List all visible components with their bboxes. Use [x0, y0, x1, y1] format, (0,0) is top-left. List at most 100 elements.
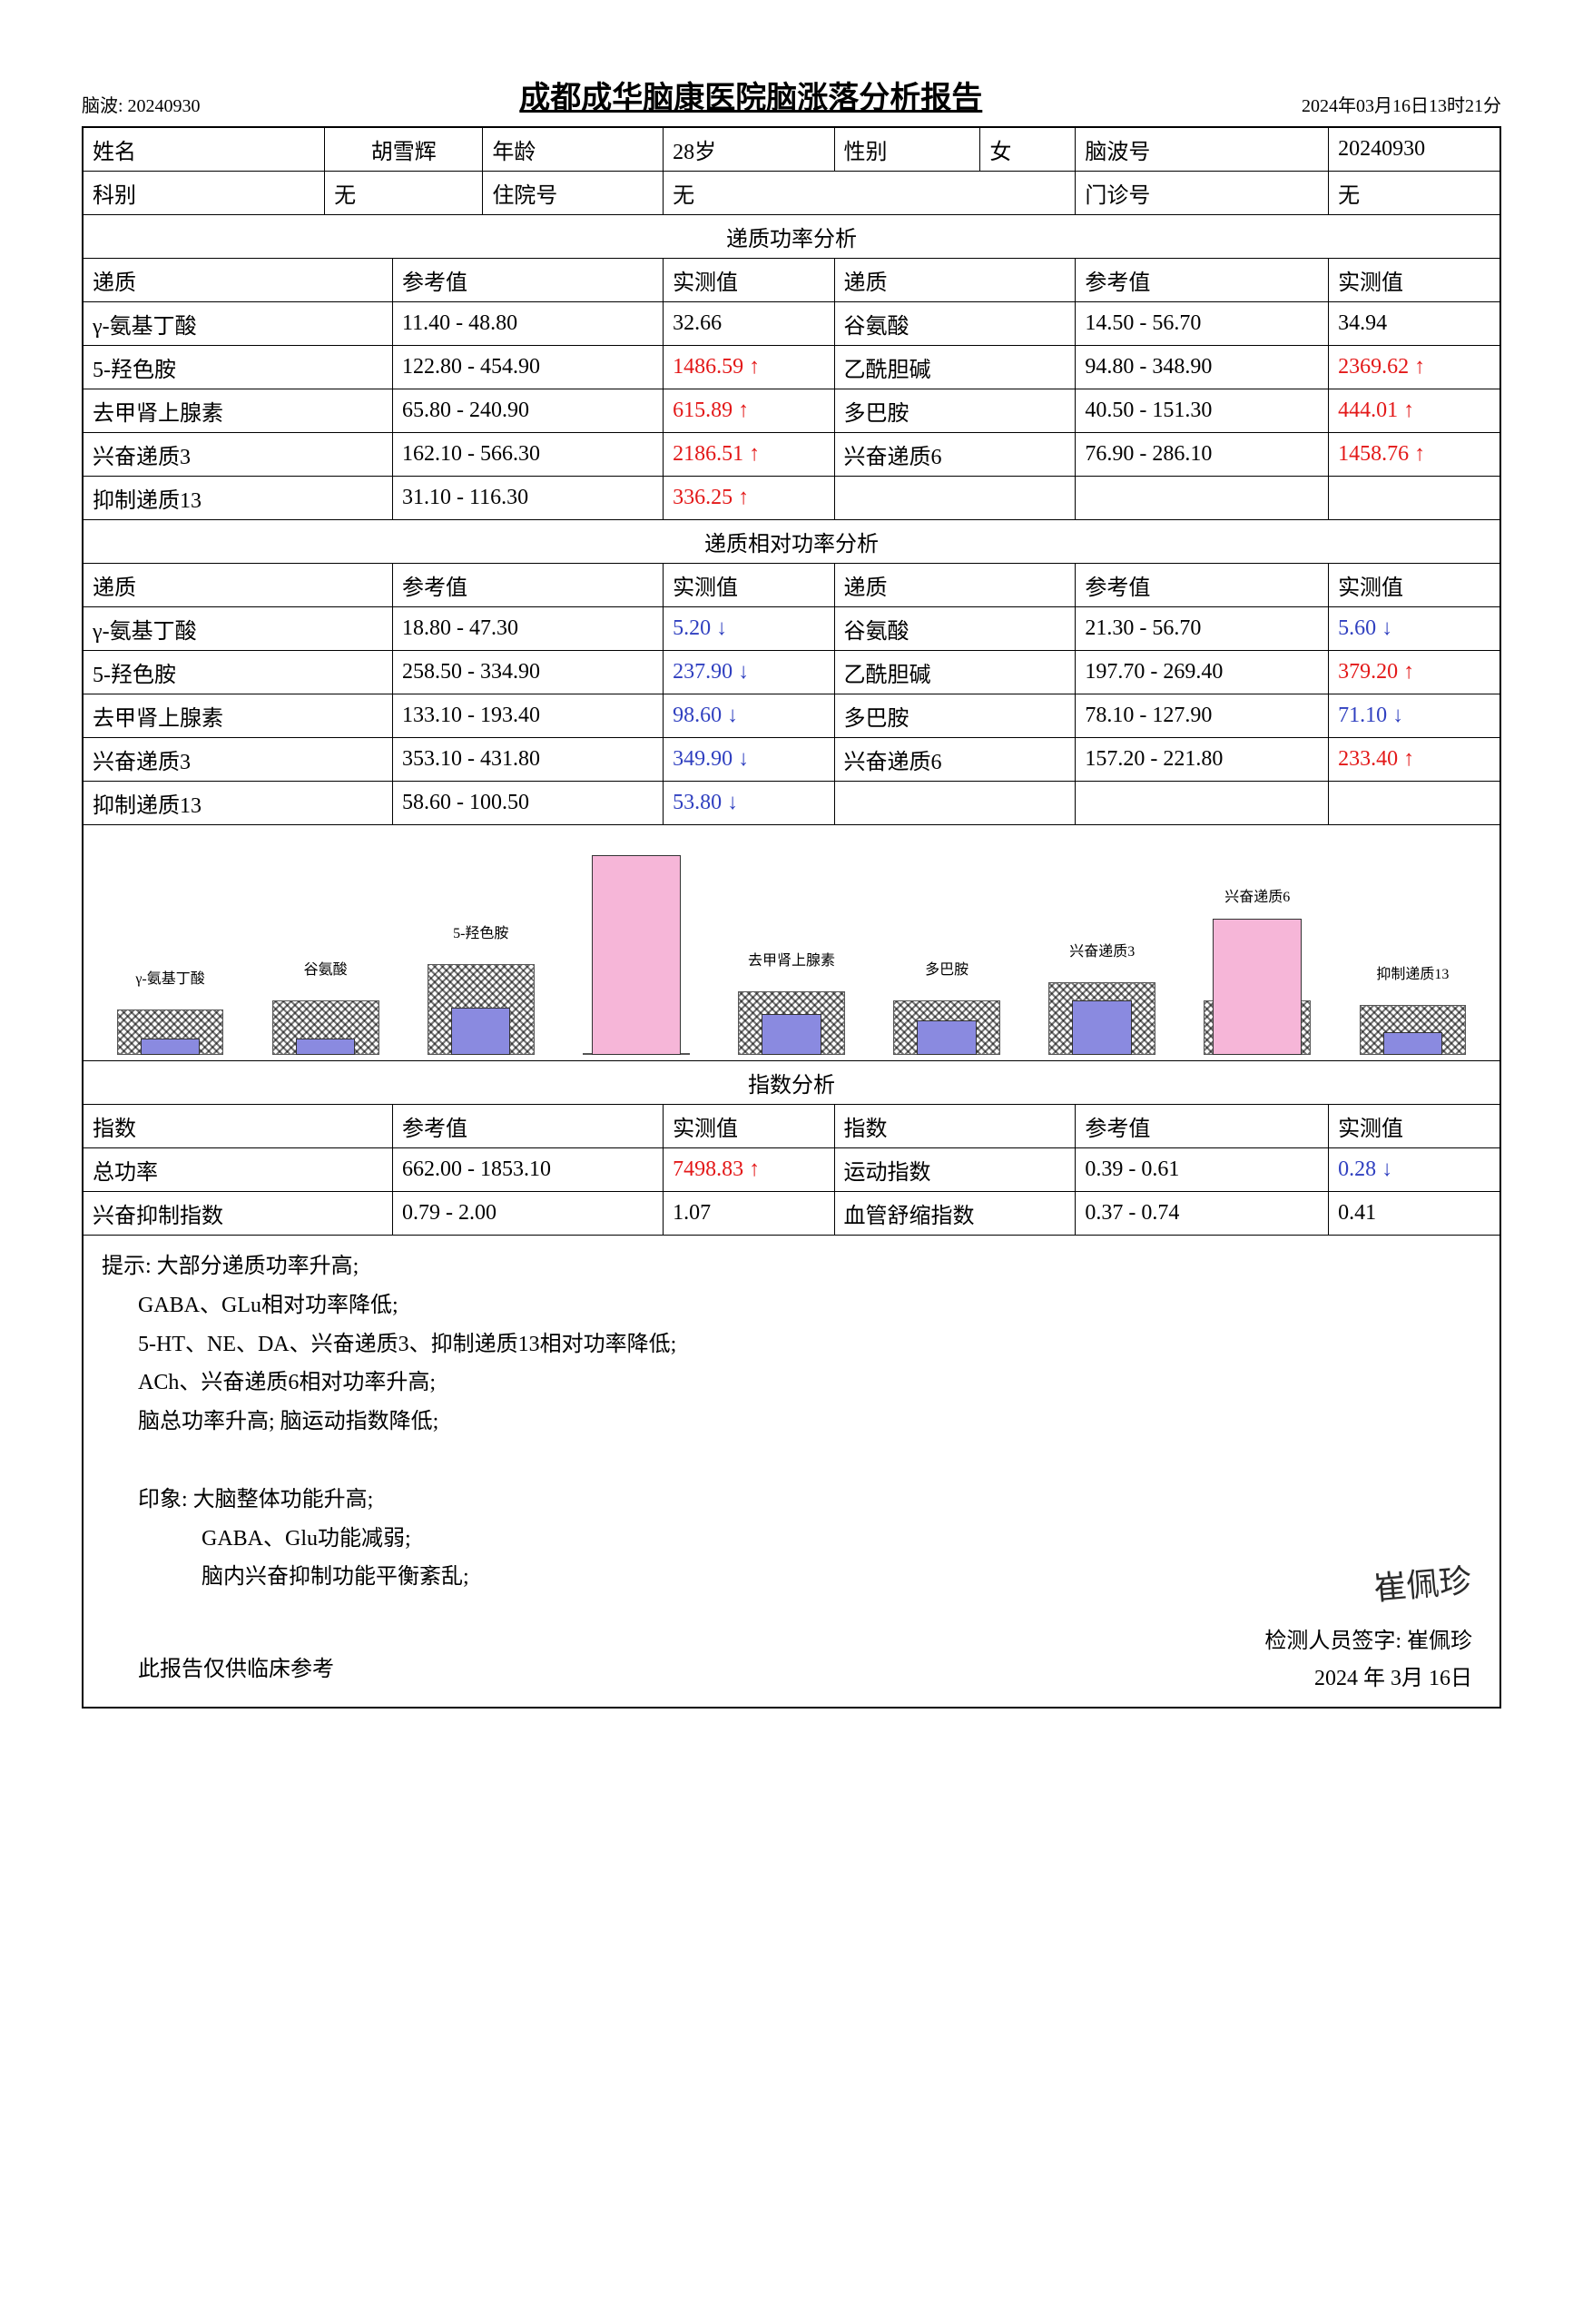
- row-val: 53.80: [664, 782, 834, 825]
- row-ref: 11.40 - 48.80: [393, 302, 664, 346]
- bar-label: 兴奋递质3: [1069, 939, 1135, 960]
- bar-group: 5-羟色胺: [421, 834, 540, 1055]
- row-name: 兴奋递质3: [83, 433, 393, 477]
- row-name: γ-氨基丁酸: [83, 607, 393, 651]
- row-name-r: 兴奋递质6: [834, 738, 1076, 782]
- row-val-r: 233.40: [1329, 738, 1500, 782]
- bar-label: 多巴胺: [925, 957, 968, 979]
- hint-line: GABA、GLu相对功率降低;: [138, 1287, 1481, 1324]
- row-ref-r: [1076, 477, 1329, 520]
- row-val: 349.90: [664, 738, 834, 782]
- row-val: 2186.51: [664, 433, 834, 477]
- col-header: 指数: [83, 1105, 393, 1148]
- row-val-r: 5.60: [1329, 607, 1500, 651]
- sex-value: 女: [980, 127, 1076, 172]
- bar-label: 抑制递质13: [1376, 961, 1449, 983]
- row-val: 32.66: [664, 302, 834, 346]
- hint-line: 5-HT、NE、DA、兴奋递质3、抑制递质13相对功率降低;: [138, 1326, 1481, 1364]
- row-ref: 65.80 - 240.90: [393, 389, 664, 433]
- row-ref-r: 0.37 - 0.74: [1076, 1192, 1329, 1236]
- bar-group: 谷氨酸: [266, 834, 385, 1055]
- row-val: 1486.59: [664, 346, 834, 389]
- bar-group: 兴奋递质3: [1043, 834, 1162, 1055]
- bar-chart: γ-氨基丁酸谷氨酸 5-羟色胺去甲肾上腺素 多巴胺 兴奋递质3 兴奋递质6 抑制递质13: [84, 825, 1499, 1060]
- row-ref-r: [1076, 782, 1329, 825]
- col-header: 实测值: [1329, 1105, 1500, 1148]
- col-header: 递质: [83, 259, 393, 302]
- measured-bar: [451, 1008, 510, 1055]
- measured-bar: [141, 1039, 200, 1055]
- wave-label: 脑波号: [1076, 127, 1329, 172]
- col-header: 递质: [83, 564, 393, 607]
- measured-bar: [592, 855, 681, 1055]
- row-name-r: 多巴胺: [834, 694, 1076, 738]
- row-val-r: [1329, 782, 1500, 825]
- row-name: 抑制递质13: [83, 782, 393, 825]
- measured-bar: [1383, 1032, 1442, 1055]
- row-ref-r: 94.80 - 348.90: [1076, 346, 1329, 389]
- col-header: 实测值: [664, 1105, 834, 1148]
- impression-line: GABA、Glu功能减弱;: [202, 1521, 1481, 1558]
- row-name-r: [834, 477, 1076, 520]
- row-val: 7498.83: [664, 1148, 834, 1192]
- row-name-r: 运动指数: [834, 1148, 1076, 1192]
- bar-group: 兴奋递质6: [1198, 834, 1317, 1055]
- signature-scribble: 崔佩珍: [1263, 1553, 1474, 1627]
- signature-block: 崔佩珍 检测人员签字: 崔佩珍 2024 年 3月 16日: [1264, 1562, 1472, 1698]
- outpat-value: 无: [1329, 172, 1500, 215]
- inpat-value: 无: [664, 172, 1076, 215]
- report-datetime: 2024年03月16日13时21分: [1302, 91, 1501, 117]
- row-name: 5-羟色胺: [83, 346, 393, 389]
- col-header: 参考值: [1076, 259, 1329, 302]
- row-ref: 133.10 - 193.40: [393, 694, 664, 738]
- col-header: 实测值: [664, 564, 834, 607]
- row-name-r: 兴奋递质6: [834, 433, 1076, 477]
- row-ref-r: 21.30 - 56.70: [1076, 607, 1329, 651]
- hints-label: 提示:: [102, 1255, 152, 1278]
- report-title: 成都成华脑康医院脑涨落分析报告: [519, 73, 982, 117]
- row-val-r: [1329, 477, 1500, 520]
- measured-bar: [917, 1020, 976, 1055]
- hint-line: ACh、兴奋递质6相对功率升高;: [138, 1364, 1481, 1402]
- row-val-r: 71.10: [1329, 694, 1500, 738]
- sig-name: 崔佩珍: [1407, 1630, 1472, 1653]
- section-power-title: 递质功率分析: [83, 215, 1500, 259]
- row-val: 98.60: [664, 694, 834, 738]
- row-name: 抑制递质13: [83, 477, 393, 520]
- age-label: 年龄: [483, 127, 664, 172]
- sig-date: 2024 年 3月 16日: [1264, 1660, 1472, 1698]
- measured-bar: [1072, 1000, 1131, 1055]
- col-header: 参考值: [1076, 1105, 1329, 1148]
- row-ref: 122.80 - 454.90: [393, 346, 664, 389]
- row-val: 5.20: [664, 607, 834, 651]
- col-header: 实测值: [664, 259, 834, 302]
- row-ref: 58.60 - 100.50: [393, 782, 664, 825]
- row-val-r: 2369.62: [1329, 346, 1500, 389]
- bar-group: γ-氨基丁酸: [111, 834, 230, 1055]
- row-ref-r: 197.70 - 269.40: [1076, 651, 1329, 694]
- hint-line: 脑总功率升高; 脑运动指数降低;: [138, 1403, 1481, 1441]
- section-relpower-title: 递质相对功率分析: [83, 520, 1500, 564]
- row-val-r: 0.41: [1329, 1192, 1500, 1236]
- row-name-r: [834, 782, 1076, 825]
- row-ref-r: 14.50 - 56.70: [1076, 302, 1329, 346]
- bar-label: 去甲肾上腺素: [748, 948, 835, 970]
- sex-label: 性别: [834, 127, 980, 172]
- row-ref: 0.79 - 2.00: [393, 1192, 664, 1236]
- sig-label: 检测人员签字:: [1264, 1630, 1401, 1653]
- bar-group: 抑制递质13: [1353, 834, 1472, 1055]
- col-header: 指数: [834, 1105, 1076, 1148]
- impression-label: 印象:: [138, 1488, 188, 1512]
- age-value: 28岁: [664, 127, 834, 172]
- name-label: 姓名: [83, 127, 325, 172]
- row-val: 237.90: [664, 651, 834, 694]
- row-ref: 162.10 - 566.30: [393, 433, 664, 477]
- row-val-r: 1458.76: [1329, 433, 1500, 477]
- row-ref: 258.50 - 334.90: [393, 651, 664, 694]
- row-name-r: 血管舒缩指数: [834, 1192, 1076, 1236]
- row-ref: 18.80 - 47.30: [393, 607, 664, 651]
- row-name: 总功率: [83, 1148, 393, 1192]
- row-ref: 31.10 - 116.30: [393, 477, 664, 520]
- measured-bar: [762, 1014, 821, 1055]
- bar-label: 兴奋递质6: [1224, 884, 1290, 906]
